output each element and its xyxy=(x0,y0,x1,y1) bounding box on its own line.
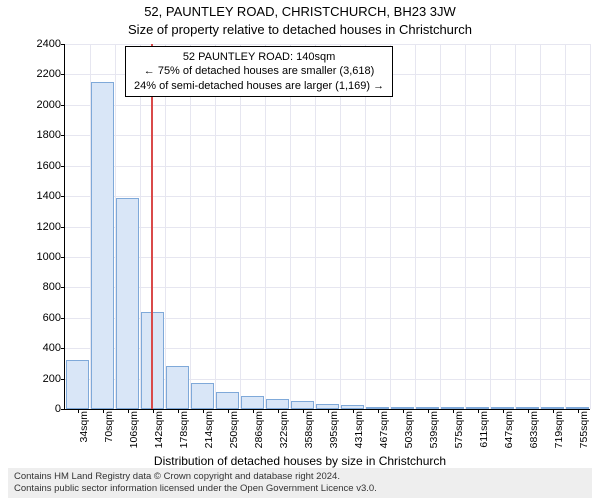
ytick-label: 400 xyxy=(43,342,61,354)
gridline-h xyxy=(65,196,590,197)
gridline-v xyxy=(340,44,341,409)
gridline-v xyxy=(415,44,416,409)
ytick-mark xyxy=(61,166,65,167)
xtick-label: 178sqm xyxy=(178,411,190,448)
gridline-v xyxy=(290,44,291,409)
xtick-label: 755sqm xyxy=(578,411,590,448)
ytick-mark xyxy=(61,74,65,75)
ytick-label: 1600 xyxy=(37,160,61,172)
gridline-h xyxy=(65,287,590,288)
gridline-v xyxy=(515,44,516,409)
reference-line xyxy=(151,44,153,409)
ytick-mark xyxy=(61,257,65,258)
gridline-v xyxy=(365,44,366,409)
gridline-v xyxy=(590,44,591,409)
ytick-label: 2000 xyxy=(37,99,61,111)
footer-attribution: Contains HM Land Registry data © Crown c… xyxy=(8,468,592,498)
ytick-mark xyxy=(61,196,65,197)
histogram-bar xyxy=(66,360,89,409)
annotation-line-1: 52 PAUNTLEY ROAD: 140sqm xyxy=(134,50,384,64)
gridline-h xyxy=(65,105,590,106)
gridline-v xyxy=(315,44,316,409)
footer-line-2: Contains public sector information licen… xyxy=(14,483,586,495)
gridline-h xyxy=(65,166,590,167)
xtick-label: 611sqm xyxy=(478,411,490,448)
histogram-bar xyxy=(266,399,289,409)
ytick-mark xyxy=(61,318,65,319)
annotation-box: 52 PAUNTLEY ROAD: 140sqm ← 75% of detach… xyxy=(125,46,393,97)
ytick-label: 800 xyxy=(43,281,61,293)
ytick-label: 0 xyxy=(55,403,61,415)
xtick-label: 431sqm xyxy=(353,411,365,448)
xtick-label: 70sqm xyxy=(103,411,115,443)
ytick-mark xyxy=(61,135,65,136)
xtick-label: 142sqm xyxy=(153,411,165,448)
page-subtitle: Size of property relative to detached ho… xyxy=(0,22,600,37)
xtick-label: 34sqm xyxy=(78,411,90,443)
xtick-label: 539sqm xyxy=(428,411,440,448)
chart-container: 52, PAUNTLEY ROAD, CHRISTCHURCH, BH23 3J… xyxy=(0,0,600,500)
gridline-v xyxy=(165,44,166,409)
ytick-mark xyxy=(61,409,65,410)
gridline-v xyxy=(490,44,491,409)
xtick-label: 683sqm xyxy=(528,411,540,448)
ytick-mark xyxy=(61,44,65,45)
gridline-v xyxy=(240,44,241,409)
histogram-bar xyxy=(191,383,214,409)
xtick-label: 467sqm xyxy=(378,411,390,448)
histogram-bar xyxy=(91,82,114,409)
gridline-h xyxy=(65,257,590,258)
ytick-label: 600 xyxy=(43,312,61,324)
xtick-label: 647sqm xyxy=(503,411,515,448)
annotation-line-3: 24% of semi-detached houses are larger (… xyxy=(134,79,384,93)
gridline-v xyxy=(540,44,541,409)
xtick-label: 214sqm xyxy=(203,411,215,448)
page-title: 52, PAUNTLEY ROAD, CHRISTCHURCH, BH23 3J… xyxy=(0,4,600,19)
ytick-mark xyxy=(61,105,65,106)
gridline-v xyxy=(265,44,266,409)
ytick-mark xyxy=(61,227,65,228)
histogram-bar xyxy=(216,392,239,409)
xtick-label: 358sqm xyxy=(303,411,315,448)
ytick-label: 2200 xyxy=(37,68,61,80)
gridline-v xyxy=(440,44,441,409)
gridline-v xyxy=(565,44,566,409)
gridline-h xyxy=(65,44,590,45)
ytick-mark xyxy=(61,379,65,380)
gridline-h xyxy=(65,135,590,136)
histogram-bar xyxy=(241,396,264,409)
xtick-label: 286sqm xyxy=(253,411,265,448)
xtick-label: 322sqm xyxy=(278,411,290,448)
histogram-bar xyxy=(291,401,314,409)
ytick-label: 200 xyxy=(43,373,61,385)
footer-line-1: Contains HM Land Registry data © Crown c… xyxy=(14,471,586,483)
histogram-bar xyxy=(166,366,189,409)
annotation-line-2: ← 75% of detached houses are smaller (3,… xyxy=(134,64,384,78)
xtick-label: 250sqm xyxy=(228,411,240,448)
xtick-label: 503sqm xyxy=(403,411,415,448)
ytick-label: 1200 xyxy=(37,221,61,233)
xtick-label: 719sqm xyxy=(553,411,565,448)
ytick-mark xyxy=(61,287,65,288)
ytick-label: 1000 xyxy=(37,251,61,263)
gridline-v xyxy=(190,44,191,409)
ytick-label: 2400 xyxy=(37,38,61,50)
ytick-mark xyxy=(61,348,65,349)
xtick-label: 106sqm xyxy=(128,411,140,448)
x-axis-label: Distribution of detached houses by size … xyxy=(0,454,600,468)
gridline-v xyxy=(465,44,466,409)
gridline-v xyxy=(215,44,216,409)
xtick-label: 395sqm xyxy=(328,411,340,448)
gridline-h xyxy=(65,227,590,228)
ytick-label: 1400 xyxy=(37,190,61,202)
ytick-label: 1800 xyxy=(37,129,61,141)
xtick-label: 575sqm xyxy=(453,411,465,448)
gridline-v xyxy=(390,44,391,409)
plot-area: 0200400600800100012001400160018002000220… xyxy=(64,44,590,410)
histogram-bar xyxy=(116,198,139,409)
